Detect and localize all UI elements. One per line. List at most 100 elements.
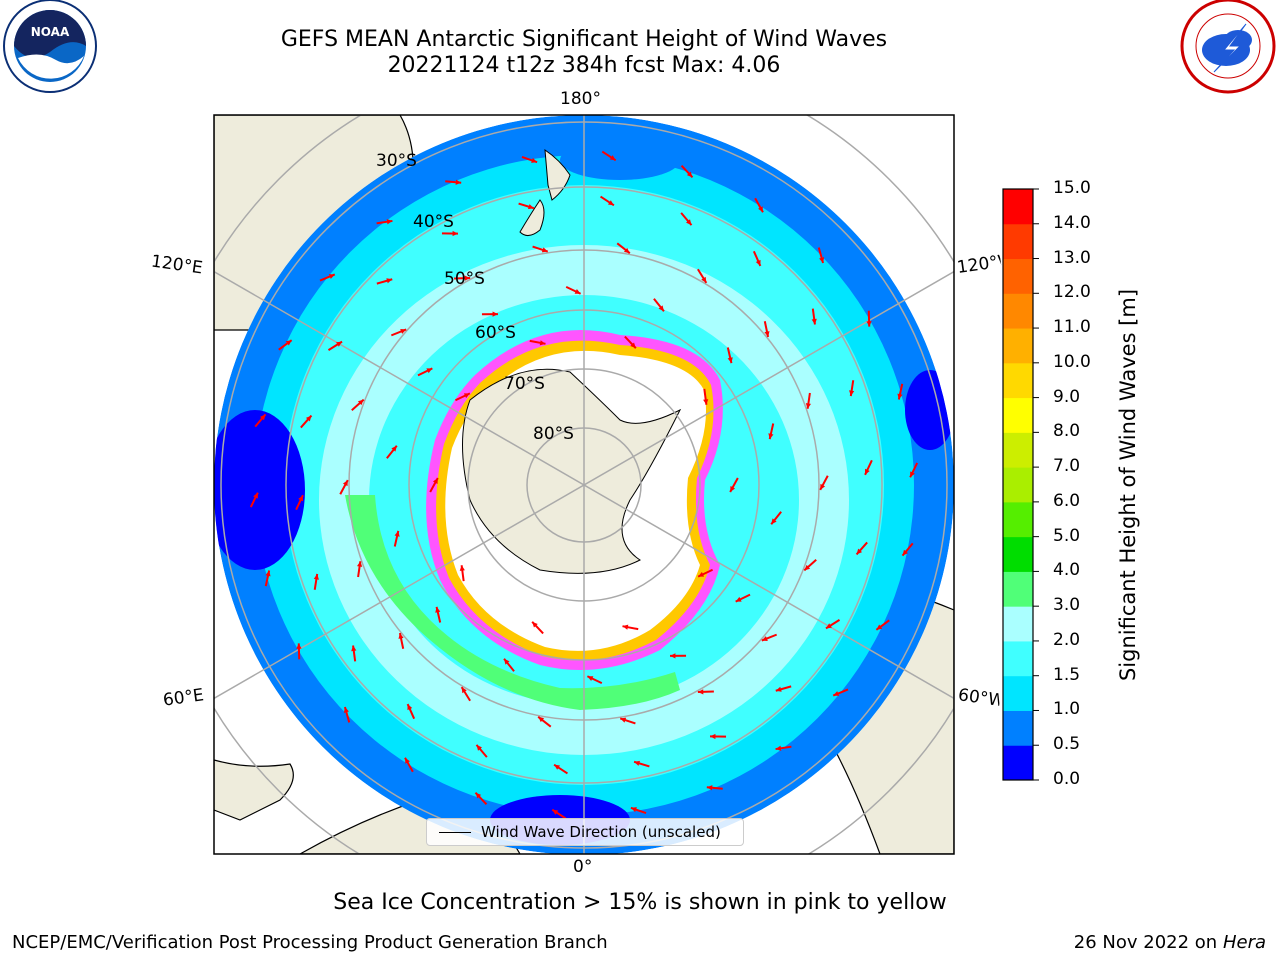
wind-arrow-head (775, 745, 782, 751)
wind-arrow-head (253, 492, 258, 499)
wind-arrow-head (686, 171, 693, 178)
wind-arrow-head (703, 399, 709, 405)
wind-arrow-head (849, 390, 855, 397)
colorbar-tick-label: 8.0 (1053, 421, 1081, 442)
wind-arrow-head (357, 399, 364, 406)
wind-arrow-head (706, 785, 713, 791)
wind-arrow-head (554, 764, 561, 770)
colorbar-tick-label: 7.0 (1053, 456, 1081, 477)
wind-arrow-head (620, 717, 627, 723)
wind-arrow-head (351, 645, 357, 652)
wind-arrow-head (825, 623, 832, 629)
wind-arrow-head (623, 247, 630, 254)
wind-arrow-head (405, 757, 410, 764)
wind-arrow-head (459, 565, 465, 571)
colorbar-tick-label: 11.0 (1053, 317, 1091, 338)
wind-arrow-head (336, 341, 343, 347)
colorbar-tick-label: 0.5 (1053, 734, 1081, 755)
colorbar-segment (1003, 640, 1033, 677)
wind-arrow-head (634, 760, 641, 766)
wind-arrow-head (398, 633, 404, 639)
lat-label-50s: 50°S (444, 269, 485, 289)
colorbar-segment (1003, 571, 1033, 607)
wind-arrow-head (587, 676, 594, 681)
wind-arrow-head (856, 548, 863, 555)
wind-arrow-head (298, 495, 303, 502)
wind-arrow-head (265, 570, 271, 577)
wind-arrow-head (574, 289, 581, 294)
wind-arrow-head (727, 357, 733, 364)
wind-arrow-head (432, 477, 438, 484)
wind-arrow-head (820, 483, 826, 490)
wind-arrow-head (686, 219, 692, 226)
colorbar-tick-label: 10.0 (1053, 351, 1091, 372)
colorbar-tick-label: 5.0 (1053, 525, 1081, 546)
wind-arrow-head (910, 471, 915, 478)
wind-arrow-head (426, 368, 433, 374)
wind-arrow-head (701, 276, 707, 283)
wind-arrow-head (386, 219, 393, 225)
colorbar-segment (1003, 710, 1033, 746)
lat-label-60s: 60°S (475, 323, 516, 343)
wind-arrow-head (768, 433, 774, 440)
legend-line-icon (439, 831, 471, 833)
colorbar-tick-label: 6.0 (1053, 490, 1081, 511)
colorbar-tick-label: 0.0 (1053, 769, 1081, 789)
wind-arrow-head (764, 331, 770, 337)
wind-arrow-head (866, 321, 872, 327)
legend-label: Wind Wave Direction (unscaled) (481, 823, 721, 841)
colorbar-tick-label: 1.5 (1053, 664, 1081, 685)
wind-arrow-head (285, 340, 292, 346)
colorbar-segment (1003, 606, 1033, 642)
wind-arrow-head (758, 206, 763, 213)
colorbar-segment (1003, 258, 1033, 294)
wind-arrow-head (755, 259, 761, 266)
legend: Wind Wave Direction (unscaled) (426, 818, 744, 846)
wind-arrow-head (865, 468, 870, 475)
wind-arrow-head (452, 230, 458, 237)
colorbar-segment (1003, 328, 1033, 364)
wind-arrow-head (531, 157, 538, 163)
wind-wave-arrows (249, 150, 919, 820)
colorbar-segment (1003, 501, 1033, 538)
wind-arrow-head (463, 393, 470, 399)
wind-arrow-head (464, 275, 471, 281)
wind-arrow-head (897, 393, 903, 400)
wind-arrow-head (833, 691, 840, 696)
wind-arrow-head (771, 518, 777, 525)
wind-arrow-head (811, 318, 817, 325)
colorbar-tick-label: 9.0 (1053, 386, 1081, 407)
wind-arrow-head (607, 200, 614, 206)
colorbar-segment (1003, 223, 1033, 260)
wind-arrow-head (710, 733, 716, 740)
wind-arrow-head (630, 342, 636, 349)
footer-credit: NCEP/EMC/Verification Post Processing Pr… (12, 932, 608, 953)
wind-arrow-head (313, 573, 319, 580)
wind-arrow-head (400, 329, 407, 334)
chart-subtitle: 20221124 t12z 384h fcst Max: 4.06 (387, 53, 781, 78)
footer-date-text: 26 Nov 2022 on (1073, 932, 1218, 953)
wind-arrow-head (296, 643, 302, 649)
caption: Sea Ice Concentration > 15% is shown in … (333, 890, 947, 915)
map-frame (213, 114, 955, 855)
nws-logo (1180, 0, 1276, 94)
wind-arrow-head (804, 564, 811, 571)
colorbar-tick-label: 2.0 (1053, 629, 1081, 650)
wind-arrow-head (541, 247, 548, 253)
colorbar-segment (1003, 536, 1033, 572)
wind-arrow-head (532, 621, 538, 628)
wind-arrow-head (698, 571, 705, 577)
lat-label-70s: 70°S (504, 374, 545, 394)
wind-arrow-head (697, 689, 704, 695)
wind-arrow-head (504, 658, 510, 665)
wind-arrow-head (670, 653, 676, 659)
wind-arrow-head (342, 480, 348, 487)
lon-label-180: 180° (560, 89, 601, 109)
wind-arrow-head (761, 636, 768, 641)
wind-arrow-head (476, 744, 482, 751)
lat-label-80s: 80°S (533, 424, 574, 444)
colorbar-tick-label: 14.0 (1053, 212, 1091, 233)
colorbar-segment (1003, 293, 1033, 329)
